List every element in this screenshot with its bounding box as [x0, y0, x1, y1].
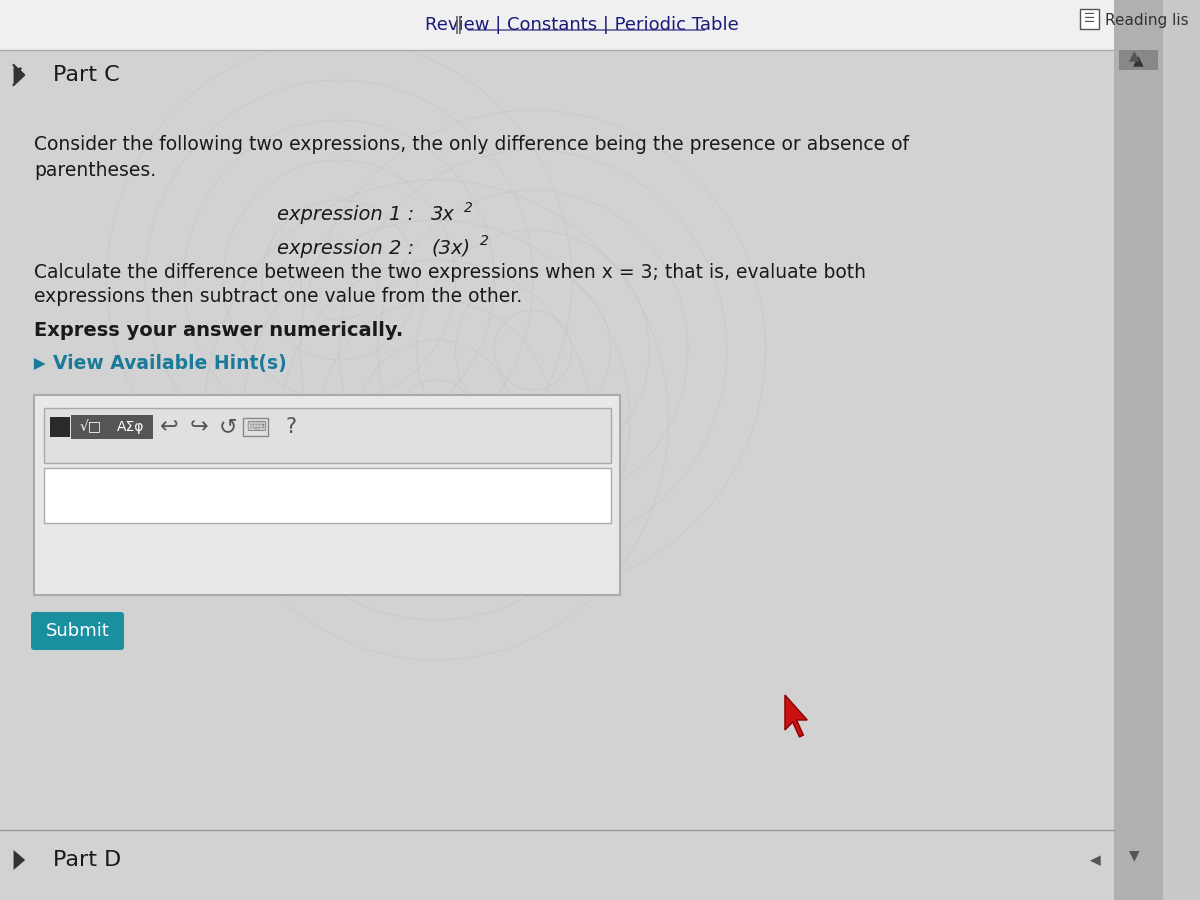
- Text: Part C: Part C: [53, 65, 120, 85]
- FancyBboxPatch shape: [108, 415, 154, 439]
- Text: ↪: ↪: [190, 417, 208, 437]
- Text: ▼: ▼: [1128, 848, 1139, 862]
- Text: ?: ?: [286, 417, 296, 437]
- Text: ‖: ‖: [455, 16, 463, 34]
- FancyBboxPatch shape: [0, 0, 1163, 50]
- FancyBboxPatch shape: [1080, 9, 1099, 29]
- FancyBboxPatch shape: [0, 0, 1115, 900]
- Text: Submit: Submit: [46, 622, 109, 640]
- FancyBboxPatch shape: [1120, 50, 1158, 70]
- Text: ▲: ▲: [1133, 53, 1144, 67]
- FancyBboxPatch shape: [1115, 0, 1163, 900]
- Text: (3x): (3x): [431, 238, 470, 257]
- Polygon shape: [13, 850, 25, 870]
- Text: 2: 2: [480, 234, 488, 248]
- Text: Part D: Part D: [53, 850, 121, 870]
- Text: View Available Hint(s): View Available Hint(s): [53, 355, 287, 374]
- Polygon shape: [785, 695, 808, 737]
- Text: Express your answer numerically.: Express your answer numerically.: [34, 320, 403, 339]
- Text: Consider the following two expressions, the only difference being the presence o: Consider the following two expressions, …: [34, 136, 908, 155]
- Text: ▲: ▲: [1128, 48, 1139, 62]
- Text: parentheses.: parentheses.: [34, 160, 156, 179]
- Text: Review | Constants | Periodic Table: Review | Constants | Periodic Table: [425, 16, 738, 34]
- Text: 3x: 3x: [431, 205, 455, 224]
- Text: expressions then subtract one value from the other.: expressions then subtract one value from…: [34, 286, 522, 305]
- Text: expression 2 :: expression 2 :: [277, 238, 426, 257]
- Text: AΣφ: AΣφ: [118, 420, 144, 434]
- Text: Calculate the difference between the two expressions when x = 3; that is, evalua: Calculate the difference between the two…: [34, 263, 866, 282]
- Text: √□: √□: [79, 420, 101, 434]
- Text: ☰: ☰: [1084, 13, 1094, 25]
- Text: ↩: ↩: [161, 417, 179, 437]
- FancyBboxPatch shape: [43, 408, 611, 463]
- Text: ↺: ↺: [218, 417, 238, 437]
- Text: expression 1 :: expression 1 :: [277, 205, 426, 224]
- Text: 2: 2: [464, 201, 473, 215]
- FancyBboxPatch shape: [50, 417, 70, 437]
- FancyBboxPatch shape: [31, 612, 124, 650]
- Text: Reading lis: Reading lis: [1105, 13, 1188, 28]
- FancyBboxPatch shape: [71, 415, 109, 439]
- FancyBboxPatch shape: [43, 468, 611, 523]
- Text: ▲: ▲: [1088, 855, 1102, 865]
- Polygon shape: [34, 358, 46, 370]
- Text: ⌨: ⌨: [246, 420, 266, 434]
- FancyBboxPatch shape: [34, 395, 620, 595]
- Polygon shape: [13, 65, 25, 85]
